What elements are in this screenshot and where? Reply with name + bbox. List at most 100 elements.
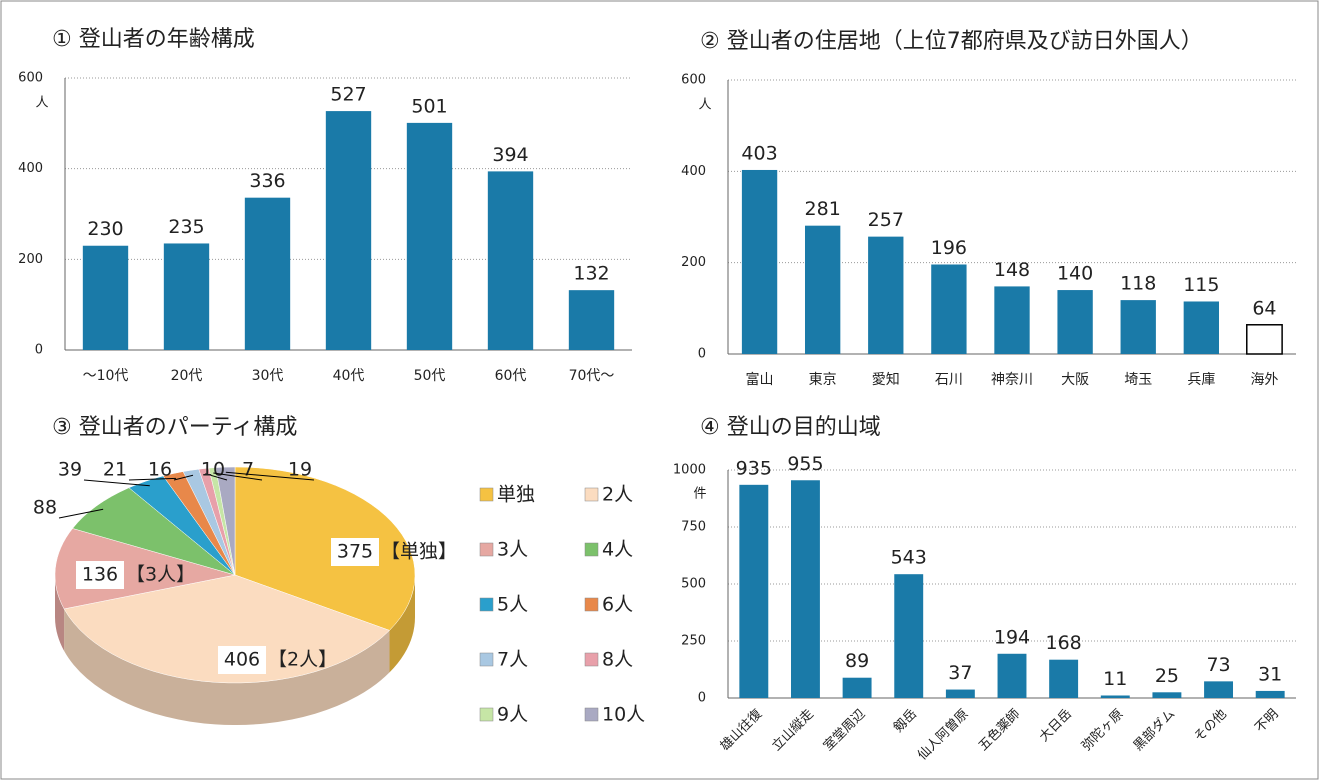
x-tick-label: 五色薬師 (975, 706, 1023, 754)
data-label: 7 (242, 459, 254, 481)
pie-slice (234, 466, 416, 631)
y-tick-label: 0 (698, 347, 706, 362)
legend-swatch (479, 542, 494, 557)
data-label: 21 (103, 459, 127, 481)
leader-line (58, 508, 104, 519)
legend-label: 9人 (497, 704, 528, 726)
x-tick-label: 愛知 (872, 371, 900, 388)
chart-title: ④ 登山の目的山域 (700, 415, 881, 440)
x-tick-label: 40代 (333, 368, 365, 384)
bar (790, 480, 820, 698)
data-label: 88 (33, 497, 57, 519)
data-label: 336 (249, 170, 285, 192)
x-tick-label: 富山 (746, 371, 774, 388)
y-tick-label: 250 (681, 634, 706, 649)
data-label: 148 (994, 259, 1030, 281)
bar (842, 677, 872, 698)
data-label: 230 (87, 218, 123, 240)
data-label: 235 (168, 216, 204, 238)
x-tick-label: 60代 (495, 368, 527, 384)
legend-label: 5人 (497, 594, 528, 616)
data-label: 375 (337, 541, 373, 563)
x-tick-label: 剱岳 (891, 707, 920, 736)
x-tick-label: 石川 (935, 372, 963, 388)
data-label: 19 (288, 459, 312, 481)
x-tick-label: 70代～ (569, 368, 615, 384)
leader-line (128, 477, 176, 481)
legend-swatch (479, 707, 494, 722)
chart-title: ② 登山者の住居地（上位7都府県及び訪日外国人） (700, 29, 1203, 54)
legend-swatch (584, 707, 599, 722)
data-label: 136 (82, 564, 118, 586)
data-label: 37 (948, 662, 972, 684)
label-bg (218, 646, 266, 674)
data-label: 406 (224, 649, 260, 671)
bar (804, 225, 841, 354)
y-tick-label: 1000 (673, 463, 706, 478)
y-tick-label: 200 (681, 255, 706, 270)
bar (568, 290, 615, 350)
data-label: 132 (573, 263, 609, 285)
y-tick-label: 500 (681, 577, 706, 592)
legend-label: 4人 (602, 539, 633, 561)
data-label: 16 (148, 459, 172, 481)
data-label: 89 (845, 650, 869, 672)
legend-swatch (584, 487, 599, 502)
leader-line (173, 474, 194, 481)
data-label: 935 (736, 457, 772, 479)
legend-swatch (584, 542, 599, 557)
data-label: 115 (1183, 274, 1219, 296)
bar (994, 286, 1030, 354)
data-label: 403 (741, 142, 777, 164)
x-tick-label: 神奈川 (991, 372, 1033, 388)
bar (325, 111, 372, 351)
legend-label: 2人 (602, 484, 633, 506)
bar (406, 122, 453, 350)
data-label: 257 (868, 209, 904, 231)
data-label: 118 (1120, 273, 1156, 295)
bar (739, 484, 769, 698)
chart-title: ① 登山者の年齢構成 (52, 27, 255, 52)
legend-label: 単独 (497, 484, 535, 506)
pie-side (389, 575, 415, 673)
pie-slice (215, 466, 236, 576)
bar (1120, 300, 1156, 354)
leader-line (225, 471, 315, 481)
x-tick-label: 仙人阿曽原 (915, 707, 972, 764)
slice-label: 【3人】 (126, 564, 195, 586)
label-bg (76, 561, 124, 589)
x-tick-label: 東京 (809, 372, 837, 388)
x-tick-label: ～10代 (83, 368, 129, 384)
data-label: 10 (201, 459, 225, 481)
bar (997, 653, 1027, 698)
bar (1183, 301, 1220, 354)
data-label: 39 (58, 459, 82, 481)
y-unit: 人 (35, 96, 48, 111)
x-tick-label: 埼玉 (1124, 372, 1152, 388)
x-tick-label: その他 (1192, 707, 1230, 745)
pie-slice (63, 574, 390, 684)
bar (82, 245, 129, 350)
chart-title: ③ 登山者のパーティ構成 (52, 415, 297, 440)
bar (1049, 659, 1079, 698)
bar (868, 236, 904, 354)
data-label: 196 (931, 237, 967, 259)
data-label: 194 (994, 626, 1030, 648)
data-label: 955 (787, 453, 823, 475)
y-tick-label: 600 (18, 71, 43, 86)
bar (1204, 681, 1234, 698)
y-tick-label: 750 (681, 520, 706, 535)
bar (741, 169, 778, 354)
bar (487, 171, 534, 350)
data-label: 281 (805, 198, 841, 220)
data-label: 543 (891, 547, 927, 569)
x-tick-label: 大日岳 (1037, 707, 1075, 745)
data-label: 168 (1046, 632, 1082, 654)
legend-label: 8人 (602, 649, 633, 671)
legend-label: 7人 (497, 649, 528, 671)
y-tick-label: 600 (681, 73, 706, 88)
label-bg (331, 538, 379, 566)
bar (163, 243, 210, 350)
y-tick-label: 200 (18, 252, 43, 267)
